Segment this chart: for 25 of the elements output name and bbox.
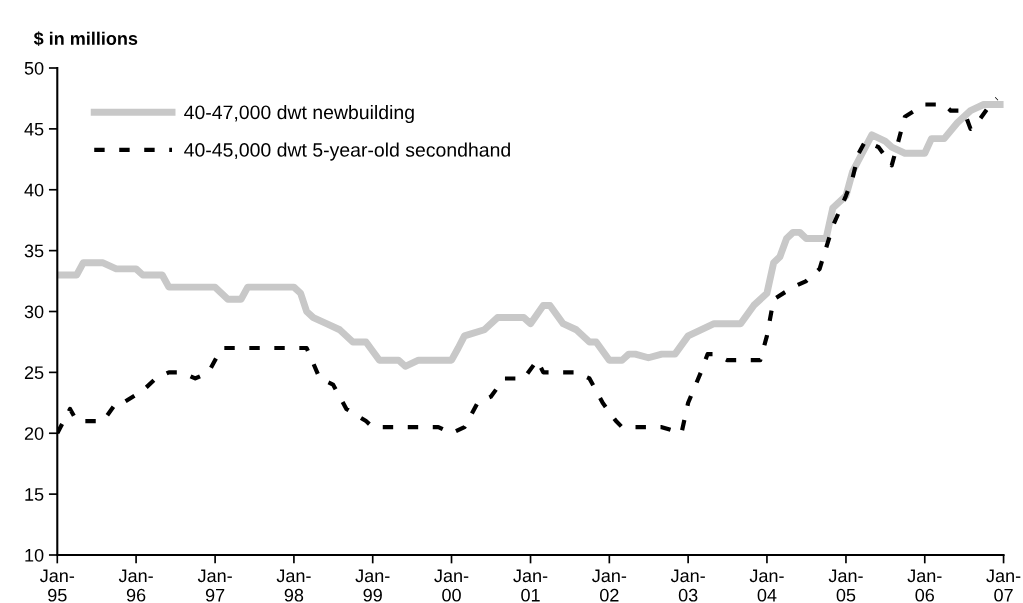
x-tick-label: Jan- 03 <box>670 569 705 602</box>
x-tick-label: Jan- 02 <box>592 569 627 602</box>
x-tick-label: Jan- 00 <box>434 569 469 602</box>
y-tick-label: 20 <box>24 427 44 440</box>
x-tick-label: Jan- 01 <box>513 569 548 602</box>
y-tick-label: 25 <box>24 366 44 380</box>
x-tick-label: Jan- 04 <box>749 569 784 602</box>
y-tick-label: 30 <box>24 305 44 319</box>
x-tick-label: Jan- 97 <box>197 569 232 602</box>
y-axis-title: $ in millions <box>33 31 138 47</box>
x-tick-label: Jan- 98 <box>276 569 311 602</box>
x-tick-label: Jan- 95 <box>40 569 75 602</box>
y-tick-label: 40 <box>24 183 44 197</box>
x-tick-label: Jan- 05 <box>828 569 863 602</box>
legend-label: 40-47,000 dwt newbuilding <box>184 104 414 124</box>
x-tick-label: Jan- 06 <box>907 569 942 602</box>
y-tick-label: 15 <box>25 488 44 501</box>
x-tick-label: Jan- 07 <box>986 569 1021 602</box>
y-tick-label: 35 <box>24 244 44 258</box>
legend-label: 40-45,000 dwt 5-year-old secondhand <box>184 142 510 161</box>
y-tick-label: 10 <box>25 548 44 562</box>
y-tick-label: 45 <box>24 123 44 136</box>
x-tick-label: Jan- 96 <box>118 569 153 602</box>
y-tick-label: 50 <box>24 61 44 75</box>
x-tick-label: Jan- 99 <box>355 569 390 602</box>
